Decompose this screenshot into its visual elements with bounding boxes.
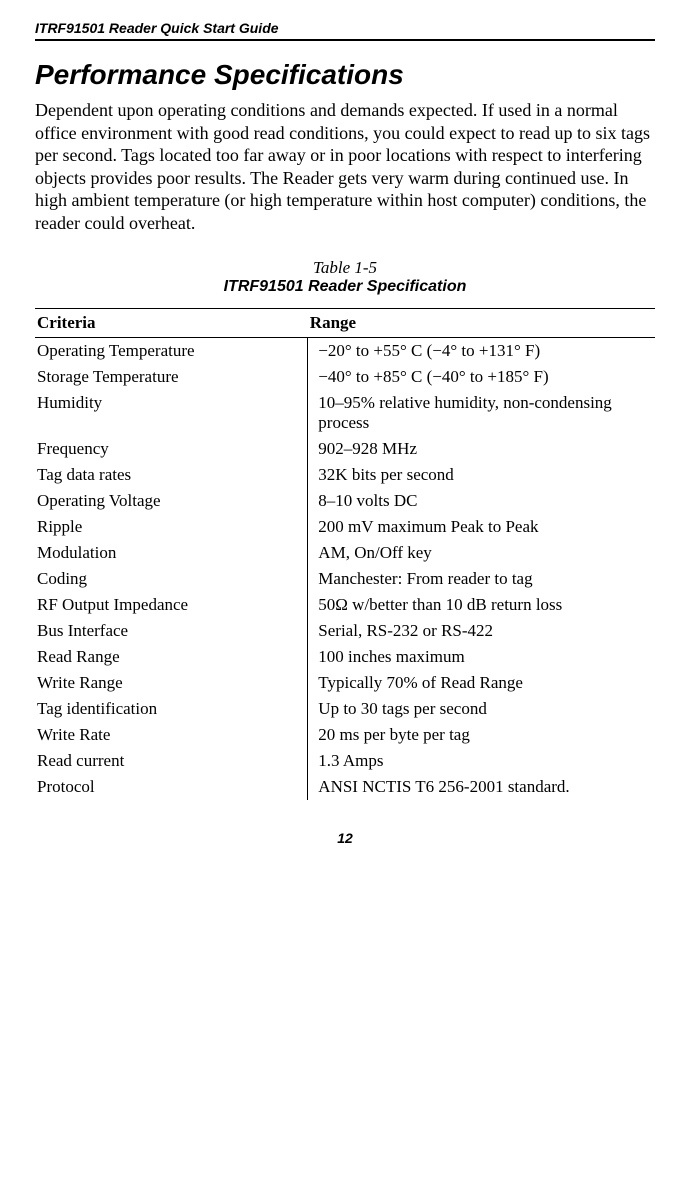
table-header-row: Criteria Range: [35, 309, 655, 338]
table-row: Read current1.3 Amps: [35, 748, 655, 774]
criteria-cell: Protocol: [35, 774, 308, 800]
table-row: Frequency902–928 MHz: [35, 436, 655, 462]
criteria-cell: Humidity: [35, 390, 308, 436]
range-cell: 32K bits per second: [308, 462, 655, 488]
table-caption: ITRF91501 Reader Specification: [35, 278, 655, 296]
range-cell: 10–95% relative humidity, non-condensing…: [308, 390, 655, 436]
criteria-cell: Storage Temperature: [35, 364, 308, 390]
criteria-cell: RF Output Impedance: [35, 592, 308, 618]
range-cell: 902–928 MHz: [308, 436, 655, 462]
page-number: 12: [35, 830, 655, 846]
table-row: Ripple200 mV maximum Peak to Peak: [35, 514, 655, 540]
range-cell: Serial, RS-232 or RS-422: [308, 618, 655, 644]
range-cell: 50Ω w/better than 10 dB return loss: [308, 592, 655, 618]
table-row: Bus InterfaceSerial, RS-232 or RS-422: [35, 618, 655, 644]
table-row: Operating Voltage8–10 volts DC: [35, 488, 655, 514]
criteria-cell: Bus Interface: [35, 618, 308, 644]
criteria-cell: Write Rate: [35, 722, 308, 748]
section-title: Performance Specifications: [35, 59, 655, 91]
criteria-cell: Read current: [35, 748, 308, 774]
criteria-cell: Tag data rates: [35, 462, 308, 488]
table-body: Operating Temperature−20° to +55° C (−4°…: [35, 338, 655, 801]
criteria-cell: Coding: [35, 566, 308, 592]
criteria-cell: Modulation: [35, 540, 308, 566]
criteria-cell: Write Range: [35, 670, 308, 696]
criteria-cell: Frequency: [35, 436, 308, 462]
running-header: ITRF91501 Reader Quick Start Guide: [35, 20, 655, 41]
table-row: RF Output Impedance50Ω w/better than 10 …: [35, 592, 655, 618]
criteria-cell: Tag identification: [35, 696, 308, 722]
table-row: Tag identificationUp to 30 tags per seco…: [35, 696, 655, 722]
table-row: ModulationAM, On/Off key: [35, 540, 655, 566]
table-row: ProtocolANSI NCTIS T6 256-2001 standard.: [35, 774, 655, 800]
criteria-cell: Operating Temperature: [35, 338, 308, 365]
criteria-cell: Ripple: [35, 514, 308, 540]
specification-table: Criteria Range Operating Temperature−20°…: [35, 308, 655, 800]
range-cell: AM, On/Off key: [308, 540, 655, 566]
col-header-criteria: Criteria: [35, 309, 308, 338]
range-cell: 100 inches maximum: [308, 644, 655, 670]
range-cell: ANSI NCTIS T6 256-2001 standard.: [308, 774, 655, 800]
criteria-cell: Read Range: [35, 644, 308, 670]
col-header-range: Range: [308, 309, 655, 338]
range-cell: 20 ms per byte per tag: [308, 722, 655, 748]
table-row: CodingManchester: From reader to tag: [35, 566, 655, 592]
range-cell: 200 mV maximum Peak to Peak: [308, 514, 655, 540]
range-cell: −20° to +55° C (−4° to +131° F): [308, 338, 655, 365]
intro-paragraph: Dependent upon operating conditions and …: [35, 99, 655, 234]
table-row: Storage Temperature−40° to +85° C (−40° …: [35, 364, 655, 390]
range-cell: 1.3 Amps: [308, 748, 655, 774]
range-cell: Typically 70% of Read Range: [308, 670, 655, 696]
table-label: Table 1-5: [35, 258, 655, 278]
criteria-cell: Operating Voltage: [35, 488, 308, 514]
table-row: Write Rate20 ms per byte per tag: [35, 722, 655, 748]
range-cell: Up to 30 tags per second: [308, 696, 655, 722]
table-row: Tag data rates32K bits per second: [35, 462, 655, 488]
range-cell: Manchester: From reader to tag: [308, 566, 655, 592]
document-page: ITRF91501 Reader Quick Start Guide Perfo…: [0, 0, 685, 866]
table-row: Read Range100 inches maximum: [35, 644, 655, 670]
range-cell: 8–10 volts DC: [308, 488, 655, 514]
range-cell: −40° to +85° C (−40° to +185° F): [308, 364, 655, 390]
table-row: Write RangeTypically 70% of Read Range: [35, 670, 655, 696]
table-row: Humidity10–95% relative humidity, non-co…: [35, 390, 655, 436]
table-row: Operating Temperature−20° to +55° C (−4°…: [35, 338, 655, 365]
